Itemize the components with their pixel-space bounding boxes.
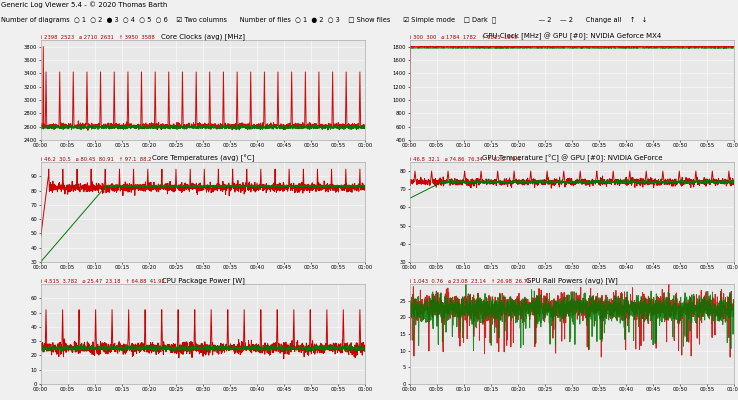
Title: Core Clocks (avg) [MHz]: Core Clocks (avg) [MHz] xyxy=(161,33,245,40)
Title: GPU Temperature [°C] @ GPU [#0]: NVIDIA GeForce: GPU Temperature [°C] @ GPU [#0]: NVIDIA … xyxy=(482,154,662,162)
Text: Generic Log Viewer 5.4 - © 2020 Thomas Barth: Generic Log Viewer 5.4 - © 2020 Thomas B… xyxy=(1,2,168,8)
Text: i 2398  2523   ⌀ 2710  2631   ↑ 3950  3588: i 2398 2523 ⌀ 2710 2631 ↑ 3950 3588 xyxy=(41,34,154,40)
Title: GPU Clock [MHz] @ GPU [#0]: NVIDIA Geforce MX4: GPU Clock [MHz] @ GPU [#0]: NVIDIA Gefor… xyxy=(483,32,661,40)
Title: CPU Package Power [W]: CPU Package Power [W] xyxy=(162,277,244,284)
Text: i 46.8  32.1   ⌀ 74.86  76.34   ↑ 82.2  79.4: i 46.8 32.1 ⌀ 74.86 76.34 ↑ 82.2 79.4 xyxy=(410,157,520,162)
Text: Number of diagrams  ○ 1  ○ 2  ● 3  ○ 4  ○ 5  ○ 6    ☑ Two columns      Number of: Number of diagrams ○ 1 ○ 2 ● 3 ○ 4 ○ 5 ○… xyxy=(1,16,648,23)
Text: i 300  300   ⌀ 1784  1782   ↑ 1815  1845: i 300 300 ⌀ 1784 1782 ↑ 1815 1845 xyxy=(410,34,517,40)
Text: i 4.515  3.782   ⌀ 25.47  23.18   ↑ 64.88  41.92: i 4.515 3.782 ⌀ 25.47 23.18 ↑ 64.88 41.9… xyxy=(41,278,165,284)
Title: Core Temperatures (avg) [°C]: Core Temperatures (avg) [°C] xyxy=(152,154,254,162)
Title: GPU Rail Powers (avg) [W]: GPU Rail Powers (avg) [W] xyxy=(526,277,618,284)
Text: i 1.043  0.76   ⌀ 23.08  23.14   ↑ 26.98  26.71: i 1.043 0.76 ⌀ 23.08 23.14 ↑ 26.98 26.71 xyxy=(410,278,530,284)
Text: i 46.2  30.5   ⌀ 80.45  80.91   ↑ 97.1  88.2: i 46.2 30.5 ⌀ 80.45 80.91 ↑ 97.1 88.2 xyxy=(41,157,151,162)
